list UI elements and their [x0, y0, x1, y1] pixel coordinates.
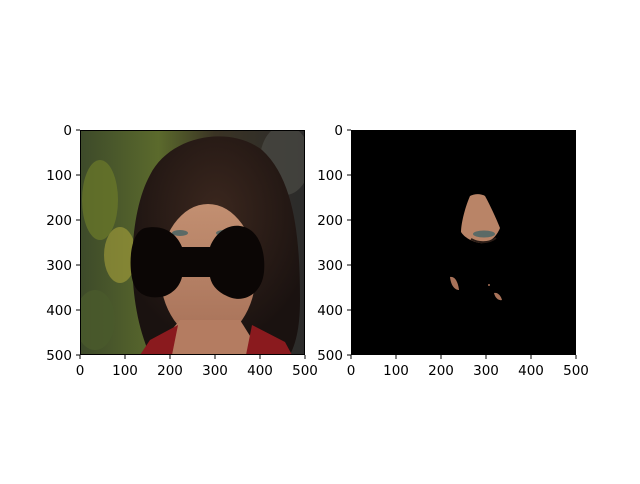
y-tick-label: 500 — [317, 348, 343, 364]
y-tick-label: 100 — [46, 168, 72, 184]
x-tick-label: 400 — [518, 363, 544, 379]
x-tick-label: 500 — [292, 363, 318, 379]
x-tick-label: 500 — [563, 363, 589, 379]
x-tick-label: 300 — [473, 363, 499, 379]
portrait-photo — [80, 130, 305, 355]
y-tick-label: 400 — [46, 303, 72, 319]
y-tick-label: 0 — [63, 123, 72, 139]
y-tick-label: 300 — [317, 258, 343, 274]
x-tick-label: 100 — [112, 363, 138, 379]
left-axes-frame — [80, 130, 305, 355]
x-tick-label: 200 — [157, 363, 183, 379]
x-tick-label: 100 — [383, 363, 409, 379]
x-tick-label: 400 — [247, 363, 273, 379]
occlusion-mask — [130, 225, 265, 299]
x-tick-label: 300 — [202, 363, 228, 379]
y-tick-label: 500 — [46, 348, 72, 364]
x-tick-label: 0 — [76, 363, 85, 379]
masked-photo — [351, 130, 576, 355]
x-tick-label: 200 — [428, 363, 454, 379]
y-tick-label: 200 — [317, 213, 343, 229]
y-tick-label: 200 — [46, 213, 72, 229]
right-axes-frame — [351, 130, 576, 355]
y-tick-label: 0 — [334, 123, 343, 139]
y-tick-label: 400 — [317, 303, 343, 319]
x-tick-label: 0 — [347, 363, 356, 379]
y-tick-label: 300 — [46, 258, 72, 274]
y-tick-label: 100 — [317, 168, 343, 184]
